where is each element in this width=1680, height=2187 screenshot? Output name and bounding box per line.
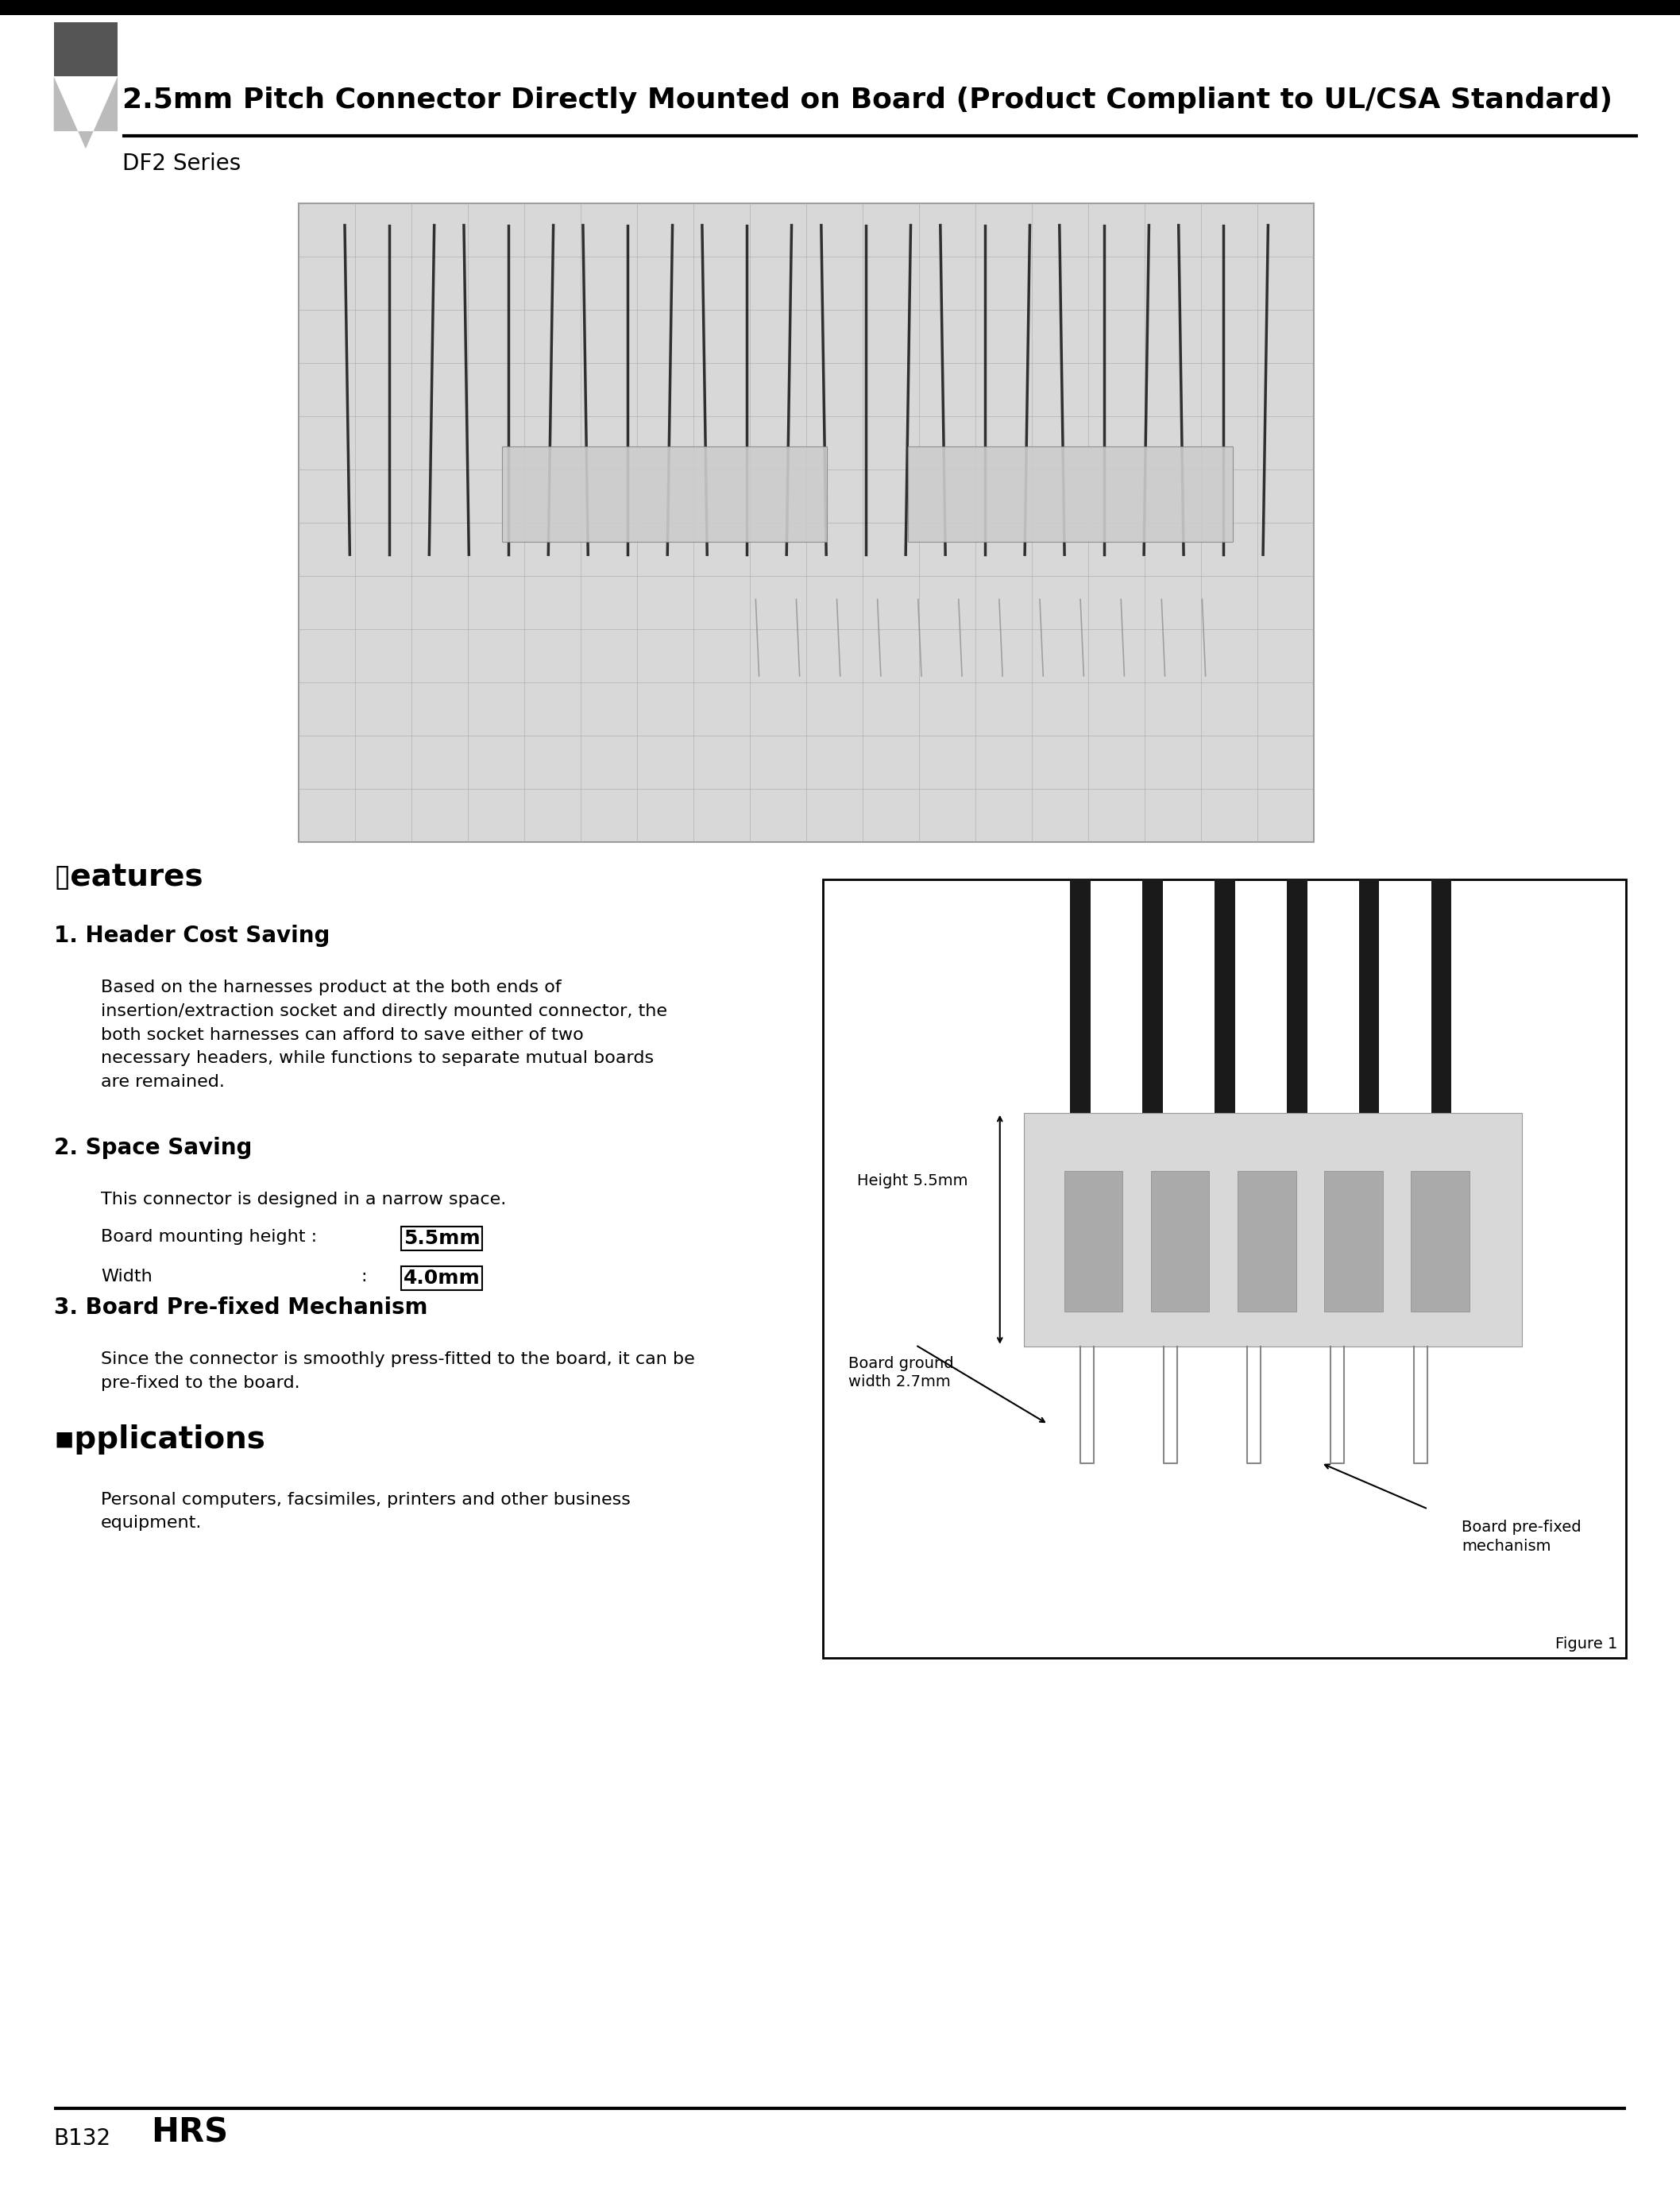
Text: Since the connector is smoothly press-fitted to the board, it can be
pre-fixed t: Since the connector is smoothly press-fi… [101, 1352, 696, 1391]
Text: HRS: HRS [151, 2115, 228, 2150]
Bar [1359, 879, 1379, 1153]
Text: B132: B132 [54, 2128, 111, 2150]
Bar [0, 0, 1680, 15]
Text: Board ground
width 2.7mm: Board ground width 2.7mm [848, 1356, 954, 1389]
Bar [907, 446, 1233, 542]
Text: 3. Board Pre-fixed Mechanism: 3. Board Pre-fixed Mechanism [54, 1297, 427, 1319]
Text: Based on the harnesses product at the both ends of
insertion/extraction socket a: Based on the harnesses product at the bo… [101, 980, 667, 1089]
Text: Board mounting height :: Board mounting height : [101, 1229, 318, 1244]
Bar [1063, 1170, 1122, 1312]
Text: DF2 Series: DF2 Series [123, 153, 242, 175]
Bar [1142, 879, 1163, 1153]
Bar [1431, 879, 1452, 1153]
Text: ▯eatures: ▯eatures [54, 862, 203, 892]
Bar [1411, 1170, 1470, 1312]
Bar [1287, 879, 1307, 1153]
Bar [1151, 1170, 1210, 1312]
Bar [823, 879, 1626, 1658]
Text: Height 5.5mm: Height 5.5mm [857, 1174, 968, 1188]
Bar [299, 203, 1314, 842]
Bar [1238, 1170, 1295, 1312]
Text: Personal computers, facsimiles, printers and other business
equipment.: Personal computers, facsimiles, printers… [101, 1492, 630, 1531]
Bar [1023, 1113, 1522, 1347]
Text: 2.5mm Pitch Connector Directly Mounted on Board (Product Compliant to UL/CSA Sta: 2.5mm Pitch Connector Directly Mounted o… [123, 87, 1613, 114]
Bar [1324, 1170, 1383, 1312]
Text: ▪pplications: ▪pplications [54, 1424, 265, 1454]
Text: Board pre-fixed
mechanism: Board pre-fixed mechanism [1462, 1520, 1581, 1553]
Text: :: : [361, 1268, 368, 1284]
Text: This connector is designed in a narrow space.: This connector is designed in a narrow s… [101, 1192, 506, 1207]
Text: Figure 1: Figure 1 [1556, 1636, 1618, 1651]
Text: 4.0mm: 4.0mm [403, 1268, 480, 1288]
Text: 1. Header Cost Saving: 1. Header Cost Saving [54, 925, 329, 947]
Polygon shape [54, 77, 118, 149]
Text: Width: Width [101, 1268, 153, 1284]
Bar [1215, 879, 1235, 1153]
Bar [1070, 879, 1090, 1153]
Text: 2. Space Saving: 2. Space Saving [54, 1137, 252, 1159]
Bar [502, 446, 827, 542]
Text: 5.5mm: 5.5mm [403, 1229, 480, 1249]
Bar [54, 22, 118, 77]
